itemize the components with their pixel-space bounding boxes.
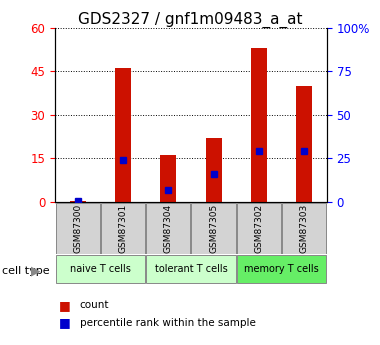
Text: ■: ■: [59, 299, 71, 312]
Bar: [296, 86, 312, 202]
Text: percentile rank within the sample: percentile rank within the sample: [80, 318, 256, 327]
FancyBboxPatch shape: [192, 203, 236, 254]
FancyBboxPatch shape: [282, 203, 326, 254]
Text: GSM87303: GSM87303: [300, 204, 309, 253]
FancyBboxPatch shape: [101, 203, 145, 254]
Bar: [115, 68, 131, 202]
Text: GSM87301: GSM87301: [119, 204, 128, 253]
FancyBboxPatch shape: [55, 203, 100, 254]
Bar: [70, 201, 86, 202]
Text: tolerant T cells: tolerant T cells: [155, 265, 227, 274]
Text: count: count: [80, 300, 109, 310]
FancyBboxPatch shape: [55, 256, 145, 283]
Text: GDS2327 / gnf1m09483_a_at: GDS2327 / gnf1m09483_a_at: [78, 12, 302, 28]
FancyBboxPatch shape: [146, 256, 236, 283]
Text: GSM87302: GSM87302: [254, 204, 263, 253]
FancyBboxPatch shape: [237, 203, 281, 254]
FancyBboxPatch shape: [146, 203, 190, 254]
Text: GSM87304: GSM87304: [164, 204, 173, 253]
Text: cell type: cell type: [2, 266, 49, 276]
Text: GSM87300: GSM87300: [73, 204, 82, 253]
Bar: [251, 48, 267, 202]
Text: naive T cells: naive T cells: [70, 265, 131, 274]
Text: memory T cells: memory T cells: [244, 265, 319, 274]
Bar: [160, 155, 176, 202]
Text: ▶: ▶: [31, 264, 41, 277]
Text: ■: ■: [59, 316, 71, 329]
Bar: [206, 138, 222, 202]
FancyBboxPatch shape: [237, 256, 326, 283]
Text: GSM87305: GSM87305: [209, 204, 218, 253]
